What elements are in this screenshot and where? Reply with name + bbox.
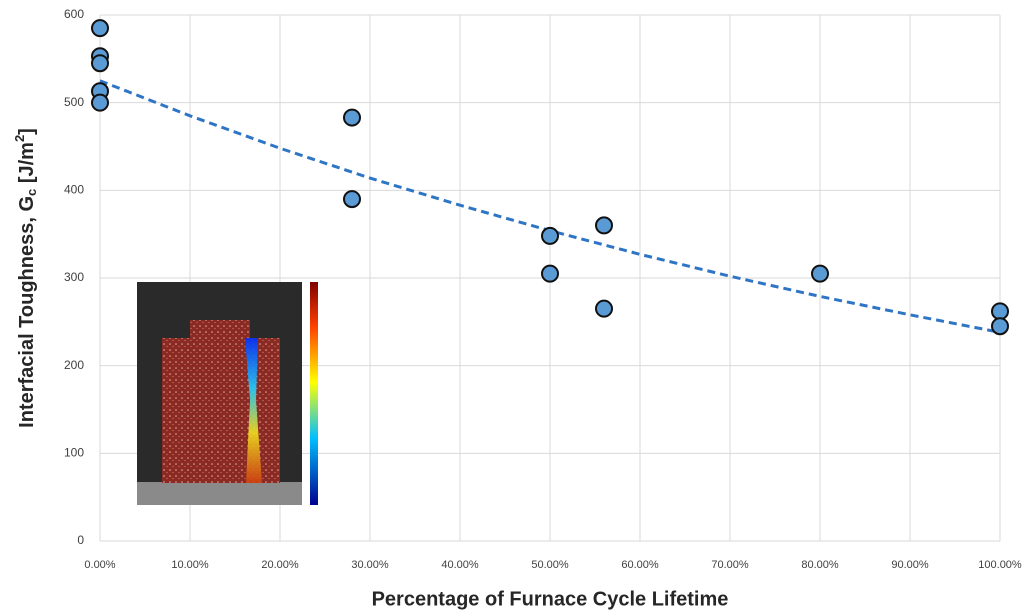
- y-tick-label: 300: [64, 270, 84, 284]
- y-tick-label: 600: [64, 7, 84, 21]
- y-tick-label: 200: [64, 358, 84, 372]
- y-tick-label: 100: [64, 446, 84, 460]
- y-title-sup: 2: [12, 135, 27, 142]
- data-point: [343, 108, 361, 127]
- x-tick-label: 20.00%: [261, 559, 299, 571]
- data-point: [91, 54, 109, 73]
- y-title-part: ]: [16, 128, 38, 135]
- x-axis-title: Percentage of Furnace Cycle Lifetime: [372, 588, 729, 610]
- x-tick-label: 80.00%: [801, 559, 839, 571]
- y-title-part: Interfacial Toughness, G: [16, 196, 38, 428]
- x-tick-label: 60.00%: [621, 559, 659, 571]
- data-point: [991, 317, 1009, 336]
- y-tick-label: 400: [64, 183, 84, 197]
- data-point: [541, 264, 559, 283]
- x-tick-label: 10.00%: [171, 559, 209, 571]
- y-axis-title: Interfacial Toughness, Gc [J/m2]: [12, 128, 39, 428]
- data-point: [595, 216, 613, 235]
- data-point: [91, 19, 109, 38]
- x-tick-label: 90.00%: [891, 559, 929, 571]
- data-point: [91, 93, 109, 112]
- plot-area: [91, 19, 1009, 336]
- x-tick-label: 30.00%: [351, 559, 389, 571]
- y-title-sub: c: [24, 189, 39, 196]
- data-point: [811, 264, 829, 283]
- x-tick-label: 100.00%: [978, 559, 1022, 571]
- data-point: [343, 190, 361, 209]
- data-point: [541, 226, 559, 245]
- data-point: [991, 302, 1009, 321]
- data-point: [595, 299, 613, 318]
- x-tick-label: 40.00%: [441, 559, 479, 571]
- x-tick-label: 0.00%: [84, 559, 115, 571]
- y-title-part: [J/m: [16, 142, 38, 189]
- y-tick-label: 0: [77, 533, 84, 547]
- x-tick-label: 70.00%: [711, 559, 749, 571]
- x-tick-label: 50.00%: [531, 559, 569, 571]
- y-tick-label: 500: [64, 95, 84, 109]
- inset-image: [137, 282, 318, 505]
